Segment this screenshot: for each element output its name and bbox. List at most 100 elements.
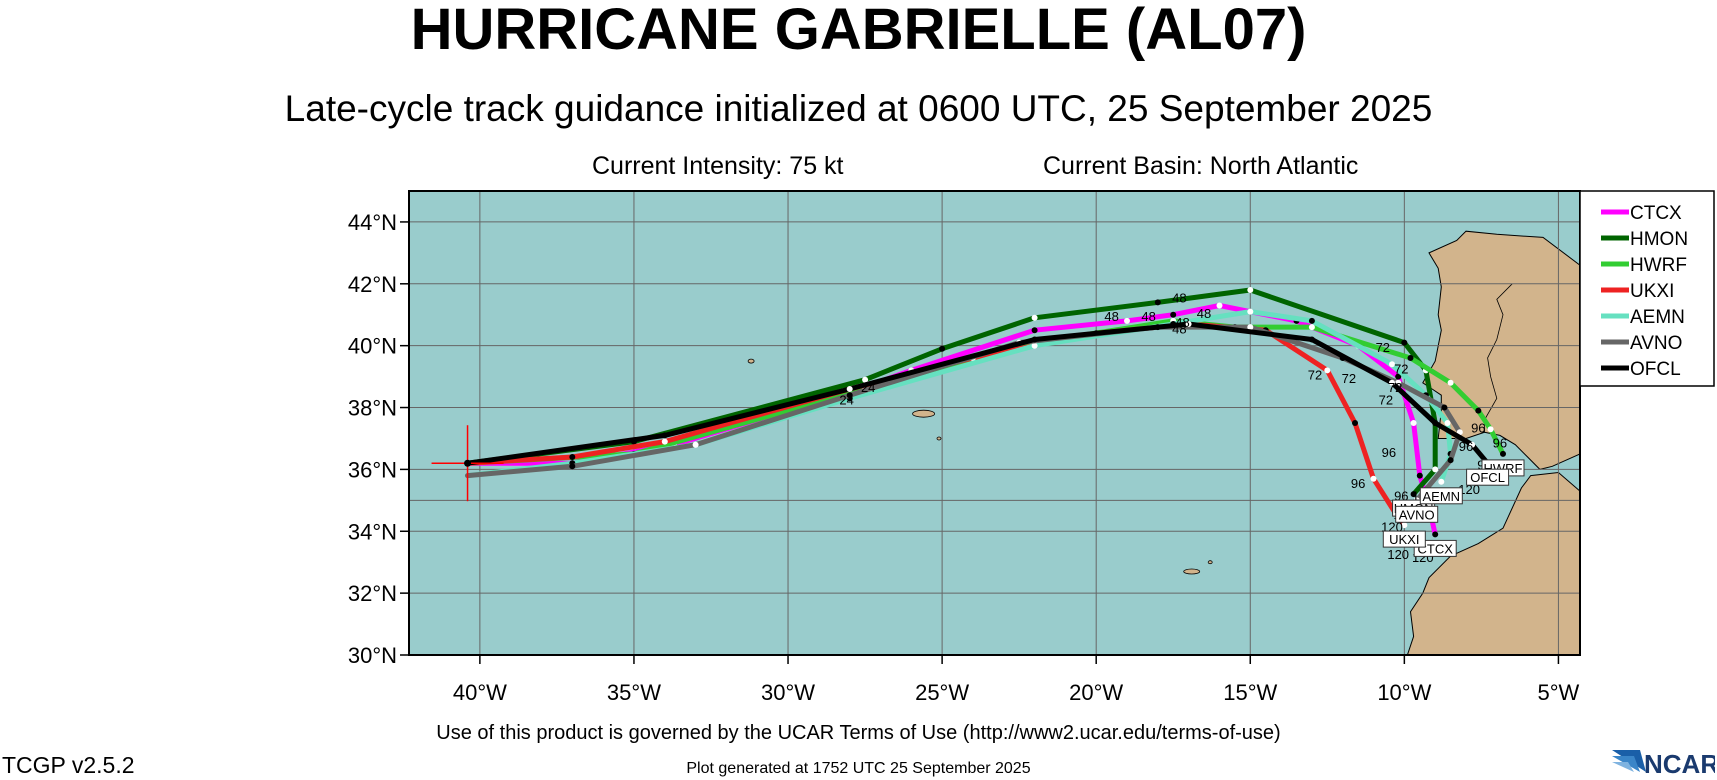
track-point [569,454,576,460]
y-axis-ticks: 30°N 32°N 34°N 36°N 38°N 40°N 42°N 44°N [348,210,409,668]
x-axis-ticks: 40°W 35°W 30°W 25°W 20°W 15°W 10°W 5°W [453,655,1580,705]
forecast-hour-label: 96 [1471,420,1485,435]
page-title: HURRICANE GABRIELLE (AL07) [410,0,1307,62]
track-point [1444,420,1451,426]
end-label-box [1395,505,1439,523]
track-point [1410,420,1417,426]
y-tick-label: 42°N [348,272,397,297]
island [1207,560,1213,565]
end-label-box [1419,487,1463,505]
plot-frame [408,190,1581,656]
track-point [1395,373,1402,380]
end-label-ukxi: UKXI [1382,530,1426,548]
track-line [465,287,1438,497]
legend-label: AVNO [1630,333,1682,354]
end-label-text: OFCL [1470,470,1505,485]
storm-center [464,459,472,467]
forecast-hour-label: 120 [1458,482,1480,497]
forecast-hour-label: 120 [1387,547,1409,562]
y-tick-label: 34°N [348,519,397,544]
track-point [1031,342,1038,349]
track-point [1447,457,1454,464]
ocean-background [409,191,1580,655]
track-point [1469,441,1476,448]
forecast-hour-label: 48 [1141,309,1155,324]
track-point [1432,420,1439,426]
forecast-hour-label: 72 [1342,371,1356,386]
y-tick-label: 38°N [348,396,397,421]
legend-entry-hwrf: HWRF [1601,255,1687,276]
page-subtitle: Late-cycle track guidance initialized at… [284,88,1433,129]
track-point [1416,472,1423,479]
track-line [465,318,1506,466]
track-point [1308,324,1315,331]
track-point [1447,379,1454,386]
track-point [661,432,668,439]
legend-label: CTCX [1630,203,1682,224]
track-point [1389,379,1395,386]
track-point [1185,321,1192,327]
track-point [1308,317,1315,324]
track-point [1475,407,1482,414]
track-line [465,321,1491,466]
track-point [1031,327,1038,334]
forecast-hour-label: 48 [1172,321,1186,336]
version-label: TCGP v2.5.2 [2,752,135,778]
track-point [1401,339,1408,346]
track-point [1500,450,1506,457]
storm-position-marker [431,425,504,502]
forecast-hour-label: 96 [1382,445,1396,460]
forecast-hour-label: 120 [1381,519,1403,534]
track-point [1389,361,1395,368]
current-basin: Current Basin: North Atlantic [1043,152,1359,180]
forecast-hour-label: 48 [1172,290,1186,305]
island [747,358,755,364]
terms-of-use: Use of this product is governed by the U… [436,722,1281,744]
forecast-hour-label: 96 [1493,436,1507,451]
track-point [1324,367,1331,374]
x-tick-label: 25°W [915,680,969,705]
legend-entry-avno: AVNO [1601,333,1682,354]
legend-label: UKXI [1630,281,1674,302]
ncar-logo-text: NCAR [1644,749,1715,778]
track-point [939,345,946,352]
legend-label: OFCL [1630,359,1681,380]
end-label-text: CTCX [1418,541,1454,556]
track-point [1441,404,1448,411]
track-point [1031,336,1038,343]
track-point [846,392,853,399]
end-label-aemn: AEMN [1419,487,1463,505]
forecast-hour-label: 24 [839,392,853,407]
track-point [569,463,576,470]
x-tick-label: 20°W [1069,680,1123,705]
track-point [846,386,853,392]
end-label-text: AVNO [1399,507,1435,522]
x-tick-label: 30°W [761,680,815,705]
track-ofcl [465,321,1491,467]
x-tick-label: 35°W [607,680,661,705]
track-point [1170,311,1177,318]
track-point [862,376,869,383]
end-label-text: AEMN [1423,489,1461,504]
track-point [1352,420,1358,426]
track-point [1401,522,1408,529]
forecast-hour-label: 48 [1104,309,1118,324]
track-lines [465,287,1506,538]
island [912,409,935,418]
track-point [1370,475,1377,482]
track-point [1031,314,1038,321]
legend-entry-aemn: AEMN [1601,307,1685,328]
end-label-box [1382,530,1426,548]
track-point [1154,299,1161,306]
legend: CTCX HMON HWRF UKXI AEMN AVNO OFCL [1579,190,1715,387]
x-tick-label: 15°W [1223,680,1277,705]
track-point [1407,355,1414,361]
africa-land [1406,471,1580,655]
track-point [1124,317,1130,324]
forecast-hour-label: 48 [1197,306,1211,321]
forecast-hour-label: 72 [1376,340,1390,355]
legend-entry-ctcx: CTCX [1601,203,1682,224]
forecast-hour-label: 48 [1175,315,1189,330]
y-tick-label: 32°N [348,581,397,606]
